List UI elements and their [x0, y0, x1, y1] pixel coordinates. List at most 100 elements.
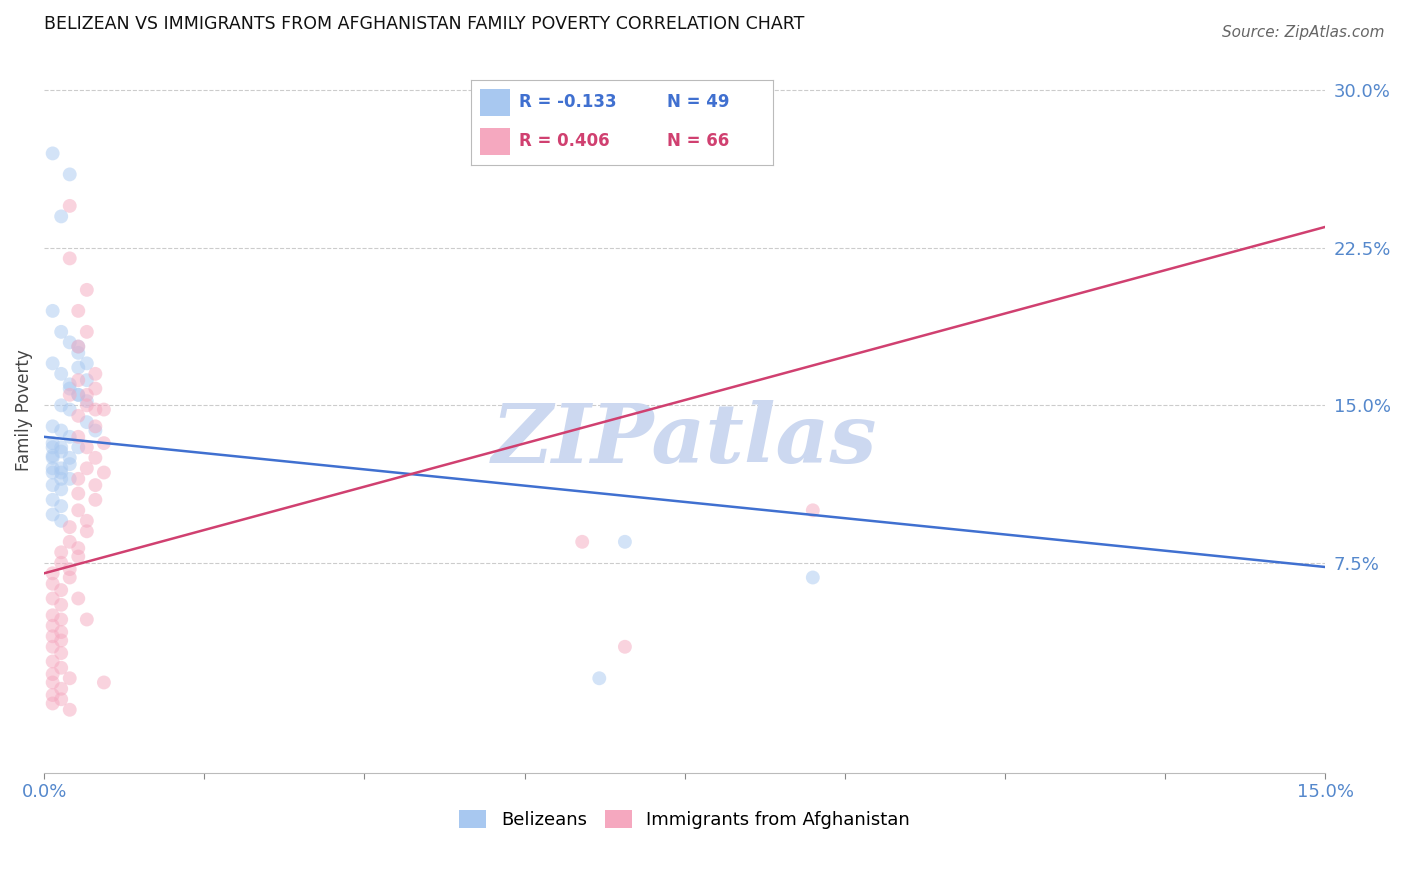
Point: [84, 492, 107, 507]
Point: [59, 168, 82, 182]
Point: [41, 356, 63, 370]
Point: [67, 549, 90, 564]
Point: [41, 461, 63, 475]
Point: [51, 661, 73, 675]
Point: [41, 449, 63, 463]
Point: [51, 325, 73, 339]
Point: [51, 398, 73, 412]
Point: [67, 541, 90, 555]
Y-axis label: Family Poverty: Family Poverty: [15, 350, 32, 472]
Point: [59, 252, 82, 266]
Point: [51, 625, 73, 640]
Point: [59, 457, 82, 471]
Point: [51, 612, 73, 626]
Point: [41, 576, 63, 591]
Point: [51, 461, 73, 475]
Point: [59, 450, 82, 465]
Point: [59, 402, 82, 417]
Point: [93, 436, 115, 450]
Point: [76, 440, 98, 454]
Text: ZIPatlas: ZIPatlas: [492, 400, 877, 480]
Point: [59, 388, 82, 402]
Point: [41, 688, 63, 702]
Point: [41, 146, 63, 161]
Point: [613, 640, 636, 654]
Bar: [479, 89, 510, 116]
Point: [84, 450, 107, 465]
Point: [76, 394, 98, 409]
Point: [76, 388, 98, 402]
Point: [51, 583, 73, 598]
Point: [41, 697, 63, 711]
Point: [76, 514, 98, 528]
Point: [67, 486, 90, 500]
Point: [59, 335, 82, 350]
Point: [41, 440, 63, 454]
Point: [84, 382, 107, 396]
Bar: [479, 128, 510, 155]
Point: [76, 461, 98, 475]
Point: [84, 478, 107, 492]
Point: [51, 692, 73, 706]
Point: [51, 514, 73, 528]
Point: [41, 478, 63, 492]
Point: [51, 598, 73, 612]
Point: [59, 703, 82, 717]
Point: [59, 430, 82, 444]
Point: [51, 499, 73, 513]
Point: [59, 472, 82, 486]
Point: [41, 508, 63, 522]
Point: [76, 524, 98, 539]
Point: [588, 671, 610, 685]
Point: [41, 629, 63, 643]
Point: [84, 424, 107, 438]
Point: [41, 419, 63, 434]
Point: [76, 283, 98, 297]
Point: [67, 346, 90, 360]
Point: [41, 640, 63, 654]
Text: R = -0.133: R = -0.133: [519, 94, 617, 112]
Point: [613, 534, 636, 549]
Point: [76, 415, 98, 429]
Point: [59, 382, 82, 396]
Point: [51, 440, 73, 454]
Point: [51, 367, 73, 381]
Point: [84, 367, 107, 381]
Text: N = 66: N = 66: [668, 132, 730, 150]
Point: [59, 570, 82, 584]
Point: [67, 440, 90, 454]
Point: [51, 633, 73, 648]
Point: [41, 591, 63, 606]
Point: [51, 556, 73, 570]
Point: [67, 340, 90, 354]
Point: [67, 373, 90, 387]
Point: [51, 646, 73, 660]
Point: [41, 566, 63, 581]
Point: [51, 483, 73, 497]
Point: [67, 591, 90, 606]
Point: [67, 388, 90, 402]
Point: [41, 466, 63, 480]
Point: [51, 681, 73, 696]
Point: [59, 671, 82, 685]
Point: [41, 492, 63, 507]
Point: [84, 419, 107, 434]
Point: [67, 340, 90, 354]
Point: [41, 655, 63, 669]
Point: [51, 472, 73, 486]
Point: [41, 675, 63, 690]
Point: [93, 402, 115, 417]
Point: [76, 356, 98, 370]
Point: [41, 608, 63, 623]
Point: [93, 675, 115, 690]
Point: [41, 304, 63, 318]
Point: [67, 304, 90, 318]
Point: [93, 466, 115, 480]
Text: N = 49: N = 49: [668, 94, 730, 112]
Text: BELIZEAN VS IMMIGRANTS FROM AFGHANISTAN FAMILY POVERTY CORRELATION CHART: BELIZEAN VS IMMIGRANTS FROM AFGHANISTAN …: [44, 15, 804, 33]
Point: [84, 402, 107, 417]
Point: [41, 436, 63, 450]
Point: [51, 424, 73, 438]
Point: [571, 534, 593, 549]
Point: [801, 570, 824, 584]
